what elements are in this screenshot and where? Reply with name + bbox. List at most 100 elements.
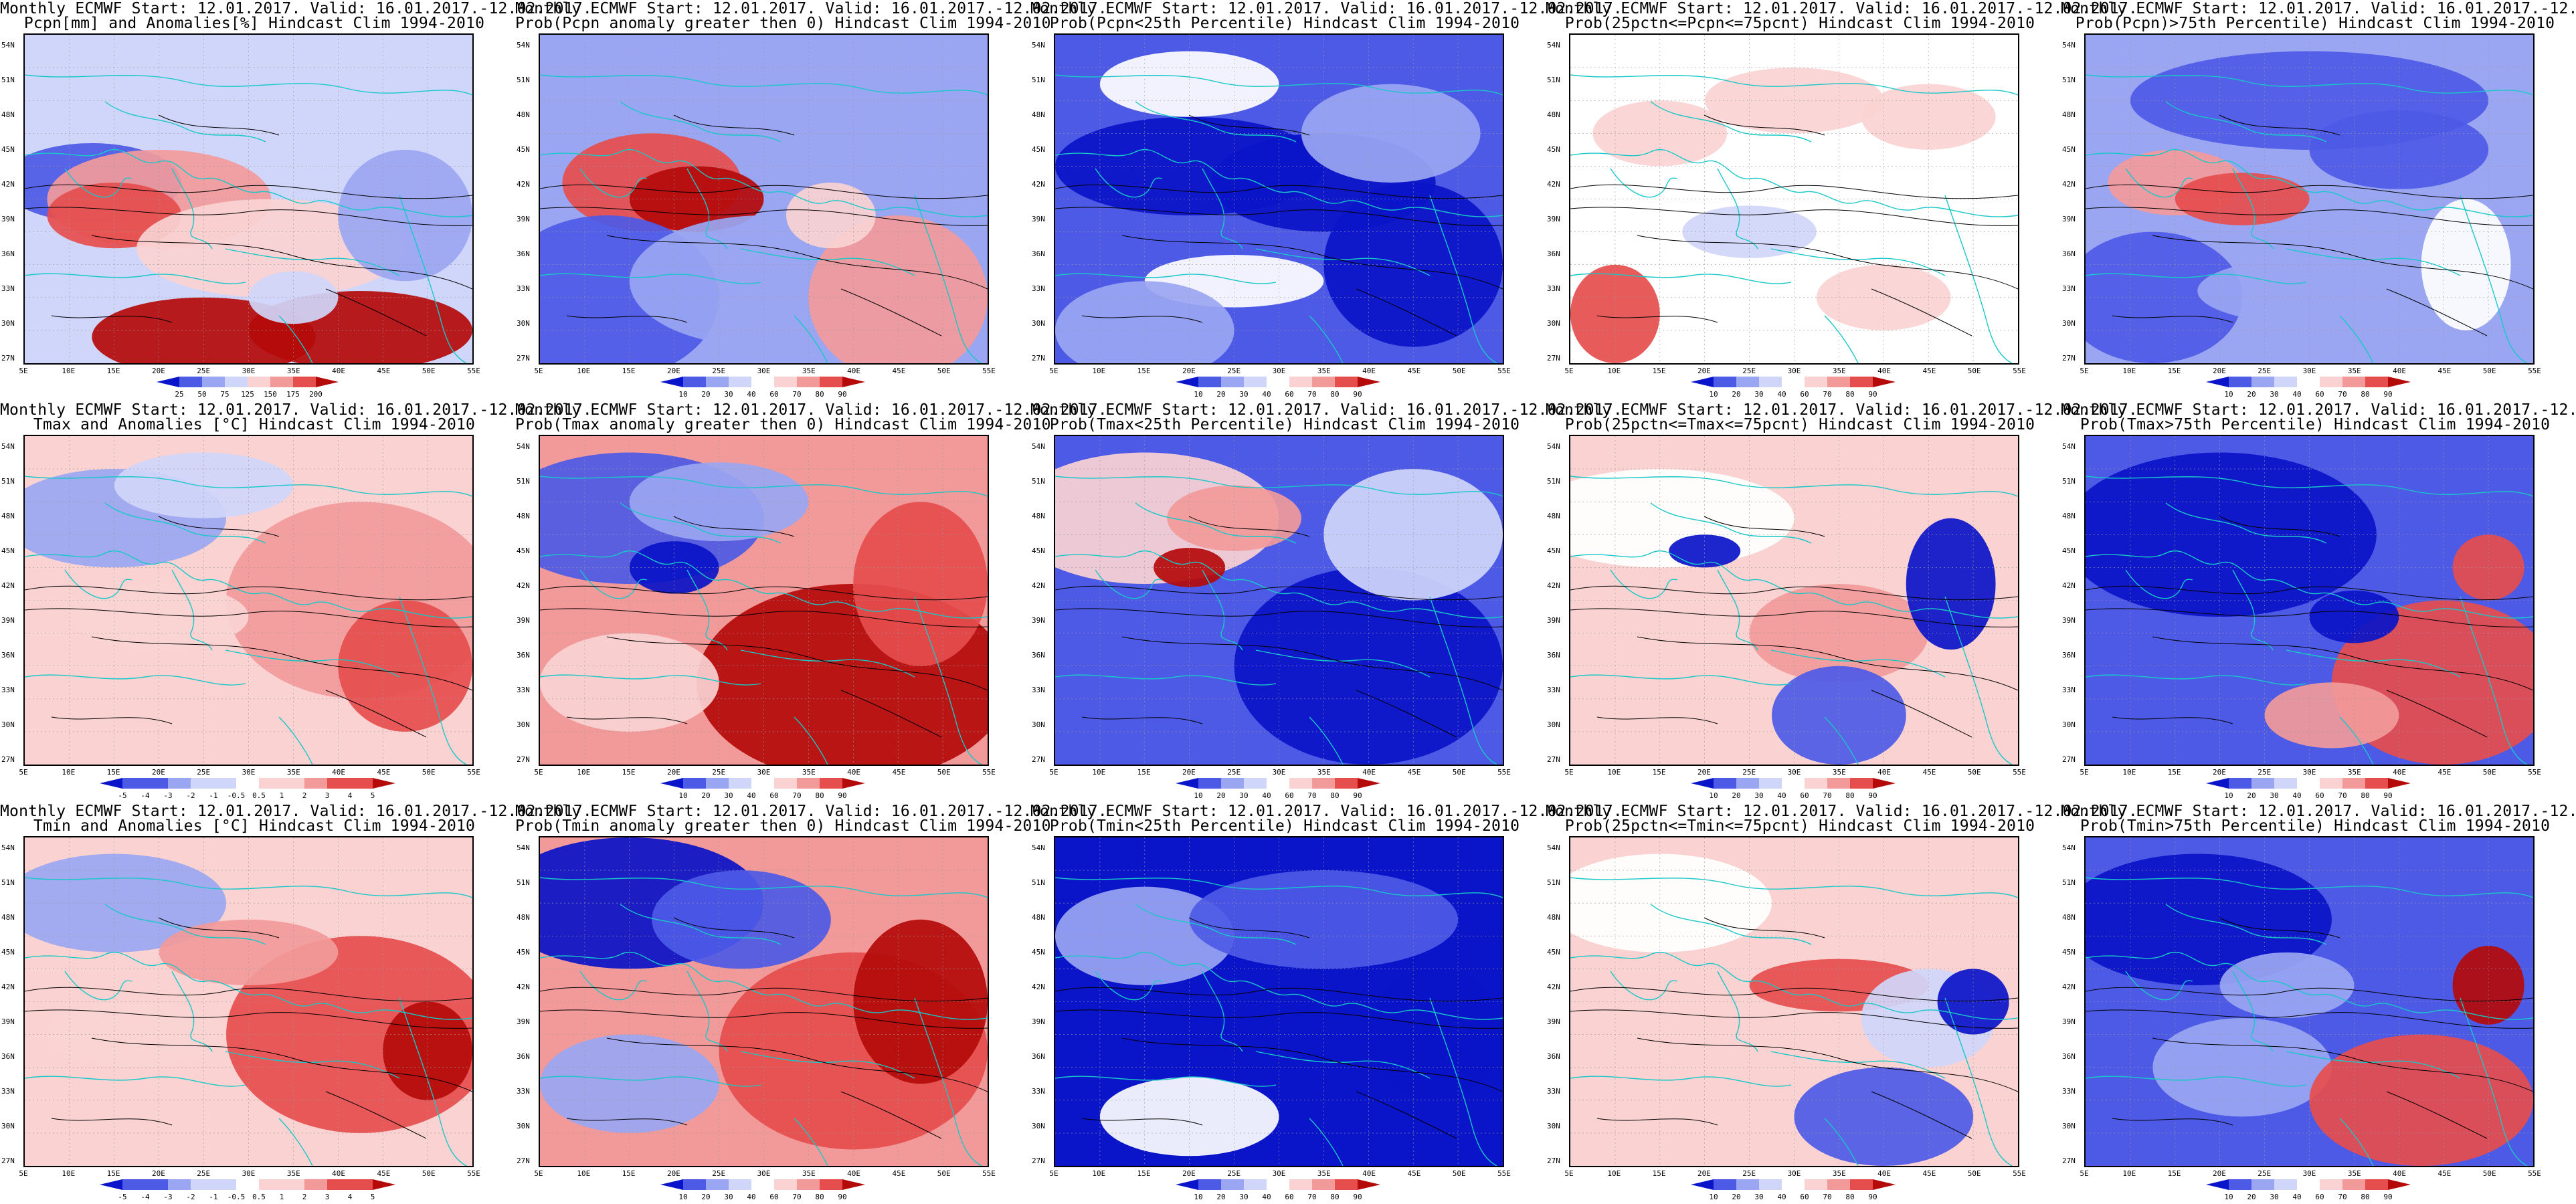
lat-tick-label: 48N [517, 110, 530, 119]
colorbar-segment [706, 377, 729, 387]
contour-line [2152, 636, 2533, 691]
lon-tick-label: 5E [19, 367, 28, 375]
colorbar-segment [1244, 1179, 1267, 1190]
lon-tick-label: 30E [1272, 1169, 1286, 1178]
colorbar-label: 5 [370, 1193, 375, 1201]
contour-line [1871, 288, 1972, 336]
lon-tick-label: 15E [2167, 1169, 2181, 1178]
lon-tick-label: 5E [1564, 1169, 1574, 1178]
colorbar-segment [751, 377, 774, 387]
coastline [278, 315, 313, 363]
lon-tick-label: 35E [286, 1169, 300, 1178]
colorbar-segment [1873, 778, 1896, 789]
lon-tick-label: 50E [937, 768, 951, 777]
colorbar-segment [2251, 778, 2274, 789]
contour-line [325, 690, 427, 738]
lat-tick-label: 33N [1, 284, 15, 293]
coastline [2165, 904, 2327, 945]
lat-tick-label: 33N [517, 686, 530, 694]
coastline [2165, 101, 2327, 142]
lon-tick-label: 10E [1092, 768, 1106, 777]
colorbar-segment [225, 377, 248, 387]
lat-tick-label: 54N [1032, 41, 1045, 49]
colorbar-label: 1 [279, 791, 284, 800]
colorbar-label: 90 [1868, 390, 1877, 399]
forecast-map [2084, 33, 2535, 365]
colorbar-segment [2206, 1179, 2229, 1190]
coastline [25, 148, 472, 217]
colorbar-segment [797, 377, 820, 387]
lon-tick-label: 35E [2347, 1169, 2361, 1178]
contour-line [566, 315, 688, 323]
lon-tick-label: 25E [1227, 1169, 1241, 1178]
colorbar-segment [213, 778, 236, 789]
field-region [1669, 534, 1741, 568]
field-region [2452, 534, 2524, 601]
colorbar [2206, 1179, 2411, 1190]
panel-title: Monthly ECMWF Start: 12.01.2017. Valid: … [1030, 401, 1623, 419]
colorbar-segment [683, 1179, 706, 1190]
lon-tick-label: 40E [2393, 768, 2407, 777]
panel-title: Monthly ECMWF Start: 12.01.2017. Valid: … [2061, 0, 2576, 17]
coastline [740, 1051, 915, 1079]
colorbar-segment [2320, 1179, 2342, 1190]
colorbar-label: 70 [1823, 390, 1832, 399]
lat-tick-label: 33N [1, 1087, 15, 1096]
colorbar-label: 10 [1194, 390, 1203, 399]
colorbar-label: 40 [2292, 390, 2302, 399]
lon-tick-label: 30E [2302, 367, 2316, 375]
lat-tick-label: 45N [1032, 145, 1045, 154]
coastline [1650, 101, 1812, 142]
lat-tick-label: 54N [1, 442, 15, 451]
colorbar-label: 60 [1800, 791, 1809, 800]
lon-tick-label: 20E [2212, 367, 2226, 375]
coastline [1944, 997, 2013, 1166]
lon-tick-label: 30E [1787, 768, 1801, 777]
colorbar-segment [1335, 377, 1358, 387]
coastline [171, 971, 213, 1052]
lon-tick-label: 40E [847, 367, 861, 375]
map-panel-pcpn-2: Monthly ECMWF Start: 12.01.2017. Valid: … [515, 0, 1107, 400]
contour-line [1570, 207, 2018, 226]
coastline [579, 569, 648, 599]
lat-tick-label: 42N [2062, 983, 2076, 991]
colorbar-label: 10 [678, 390, 688, 399]
lat-tick-label: 51N [1547, 477, 1560, 486]
lat-tick-label: 27N [517, 1157, 530, 1165]
colorbar-segment [2274, 377, 2297, 387]
colorbar-label: 40 [2292, 1193, 2302, 1201]
lon-tick-label: 45E [1922, 367, 1936, 375]
lon-tick-label: 40E [332, 768, 346, 777]
colorbar-segment [304, 1179, 327, 1190]
lat-tick-label: 48N [517, 512, 530, 520]
colorbar-label: 2 [302, 791, 307, 800]
field-region [853, 502, 988, 666]
lon-tick-label: 25E [1742, 367, 1756, 375]
lon-tick-label: 55E [1497, 1169, 1511, 1178]
lon-tick-label: 30E [757, 1169, 771, 1178]
lon-tick-label: 55E [1497, 768, 1511, 777]
colorbar-segment [350, 1179, 373, 1190]
lon-tick-label: 5E [534, 768, 543, 777]
colorbar-label: 20 [701, 390, 711, 399]
forecast-map [23, 836, 474, 1167]
lon-tick-label: 50E [1967, 1169, 1981, 1178]
contour-line [1055, 1009, 1503, 1029]
lat-tick-label: 54N [2062, 442, 2076, 451]
lon-tick-label: 50E [937, 1169, 951, 1178]
colorbar [157, 377, 339, 387]
colorbar-label: 80 [1330, 791, 1340, 800]
coastline [1570, 550, 2018, 619]
colorbar-label: 70 [1307, 390, 1317, 399]
lat-tick-label: 42N [1547, 180, 1560, 189]
colorbar-label: 10 [1194, 1193, 1203, 1201]
coastline [64, 168, 132, 198]
lon-tick-label: 15E [2167, 367, 2181, 375]
colorbar-segment [1691, 778, 1714, 789]
coastline [1055, 951, 1503, 1020]
colorbar-label: 70 [1307, 1193, 1317, 1201]
field-region [2452, 946, 2524, 1025]
coastline [540, 1076, 761, 1087]
coastline [1770, 649, 1946, 678]
colorbar-label: -1 [209, 1193, 218, 1201]
